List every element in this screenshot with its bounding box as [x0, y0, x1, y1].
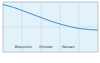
grid-line-y: [3, 52, 98, 53]
series-group: [3, 5, 98, 31]
annotation: Kansan: [62, 45, 75, 49]
annotations: Wisconsin Illinoian Kansan: [14, 45, 74, 49]
annotation: Wisconsin: [14, 45, 31, 49]
line: [3, 5, 98, 31]
grid-line-y: [3, 2, 98, 3]
annotation: Illinoian: [39, 45, 53, 49]
grid-line-y: [3, 27, 98, 28]
plot-area: [3, 2, 98, 52]
chart: Wisconsin Illinoian Kansan: [0, 0, 100, 63]
